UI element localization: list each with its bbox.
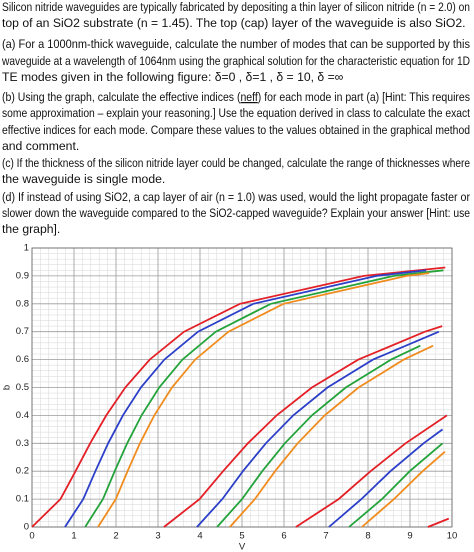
- text-line: waveguide at a wavelength of 1064nm usin…: [1, 54, 470, 68]
- x-axis-label: V: [239, 542, 246, 552]
- y-tick-label: 0.5: [16, 382, 29, 393]
- y-tick-label: 1: [24, 243, 29, 254]
- x-tick-label: 8: [365, 531, 370, 542]
- curve: [361, 450, 446, 528]
- y-tick-label: 0.8: [16, 298, 29, 309]
- curve: [163, 325, 443, 528]
- text-line: (d) If instead of using SiO2, a cap laye…: [2, 190, 470, 204]
- curve: [328, 428, 444, 528]
- text-line: some approximation – explain your reason…: [2, 106, 471, 120]
- text-line: Silicon nitride waveguides are typically…: [2, 0, 470, 14]
- text-line: the graph].: [2, 222, 60, 236]
- y-axis-label: b: [2, 385, 13, 390]
- curve: [427, 517, 450, 528]
- x-tick-label: 0: [29, 531, 34, 542]
- x-tick-label: 9: [407, 531, 412, 542]
- y-tick-label: 0: [24, 522, 29, 533]
- y-tick-label: 0.1: [16, 494, 29, 505]
- curve: [84, 269, 444, 528]
- curve: [97, 272, 430, 528]
- y-tick-label: 0.9: [16, 270, 29, 281]
- text-line: effective indices for each mode. Compare…: [2, 123, 470, 137]
- plot-frame: [31, 247, 453, 528]
- text-segment: (b) Using the graph, calculate the effec…: [2, 90, 240, 104]
- text-line: (b) Using the graph, calculate the effec…: [2, 90, 470, 104]
- x-tick-label: 6: [281, 531, 286, 542]
- x-tick-label: 3: [155, 531, 160, 542]
- x-tick-label: 4: [197, 531, 202, 542]
- y-tick-label: 0.6: [16, 354, 29, 365]
- y-tick-label: 0.2: [16, 466, 29, 477]
- text-line: (a) For a 1000nm-thick waveguide, calcul…: [2, 37, 470, 51]
- curve: [348, 442, 444, 528]
- curve: [31, 266, 446, 528]
- text-line: top of an SiO2 substrate (n = 1.45). The…: [2, 16, 466, 30]
- curve: [295, 414, 448, 528]
- text-line: the waveguide is single mode.: [2, 172, 165, 186]
- text-line: and comment.: [2, 139, 79, 153]
- x-tick-label: 10: [447, 531, 458, 542]
- x-tick-label: 7: [323, 531, 328, 542]
- y-tick-label: 0.3: [16, 438, 29, 449]
- curve: [229, 344, 434, 528]
- y-tick-label: 0.7: [16, 326, 29, 337]
- y-tick-label: 0.4: [16, 410, 29, 421]
- curve: [196, 330, 440, 528]
- text-segment: ) for each mode in part (a) [Hint: This …: [258, 90, 470, 104]
- x-tick-label: 2: [113, 531, 118, 542]
- curve: [216, 344, 421, 528]
- curve: [64, 269, 427, 528]
- text-line: TE modes given in the following figure: …: [2, 70, 344, 84]
- text-segment: neff: [240, 90, 258, 104]
- text-line: slower down the waveguide compared to th…: [2, 206, 470, 220]
- x-tick-label: 5: [239, 531, 244, 542]
- x-tick-label: 1: [71, 531, 76, 542]
- text-line: (c) If the thickness of the silicon nitr…: [2, 156, 470, 170]
